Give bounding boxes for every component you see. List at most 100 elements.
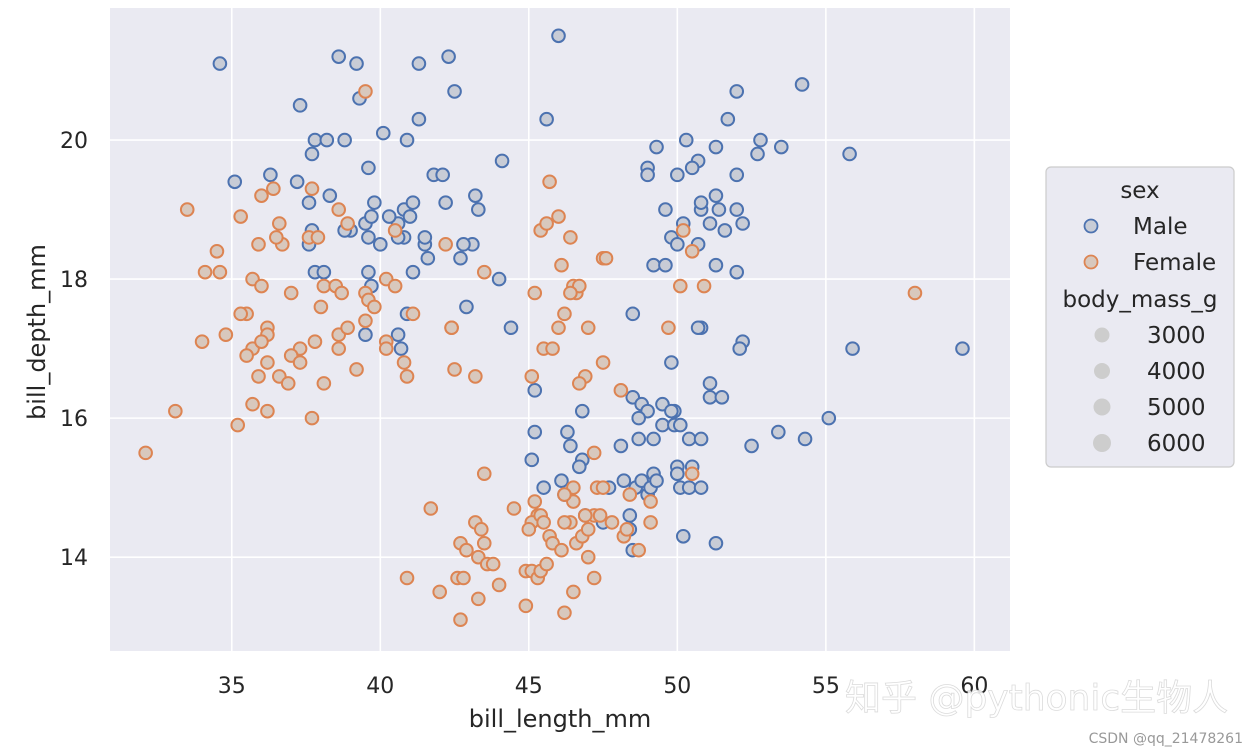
point-male <box>690 320 706 336</box>
point-female <box>254 278 269 294</box>
point-female <box>557 605 572 621</box>
legend-marker-female <box>1083 254 1099 270</box>
point-female <box>580 549 596 565</box>
point-male <box>693 195 709 210</box>
point-female <box>304 181 320 197</box>
point-female <box>358 84 373 99</box>
point-female <box>643 515 658 530</box>
point-female <box>527 285 543 301</box>
point-male <box>316 264 332 280</box>
point-male <box>361 230 376 245</box>
legend: sex Male Female body_mass_g 3000 4000 50… <box>1045 166 1235 468</box>
point-female <box>696 278 712 294</box>
point-male <box>361 264 376 280</box>
legend-box <box>1045 166 1235 468</box>
point-male <box>399 132 415 148</box>
point-female <box>491 577 507 593</box>
point-female <box>539 556 554 572</box>
point-male <box>714 389 730 405</box>
point-female <box>251 369 266 384</box>
point-male <box>292 98 308 113</box>
point-male <box>616 473 632 488</box>
point-male <box>684 160 700 176</box>
point-male <box>527 424 543 440</box>
point-male <box>319 132 335 148</box>
point-female <box>331 341 347 356</box>
point-female <box>194 334 210 349</box>
point-female <box>260 355 275 370</box>
legend-label-female: Female <box>1133 250 1216 276</box>
point-female <box>572 376 587 391</box>
legend-size-label-3000: 3000 <box>1147 323 1206 349</box>
point-male <box>625 306 641 322</box>
point-female <box>396 355 412 370</box>
point-female <box>524 369 540 384</box>
point-female <box>557 515 572 530</box>
point-female <box>218 327 234 343</box>
point-male <box>646 431 661 447</box>
point-female <box>316 376 332 391</box>
point-female <box>307 334 323 349</box>
point-male <box>322 188 338 203</box>
legend-size-title: body_mass_g <box>1063 287 1218 313</box>
point-male <box>750 146 765 162</box>
point-female <box>563 285 578 301</box>
point-male <box>554 473 569 488</box>
point-male <box>503 320 519 336</box>
point-male <box>631 431 647 447</box>
point-female <box>179 202 195 217</box>
point-male <box>729 167 745 183</box>
point-male <box>955 341 970 356</box>
point-female <box>197 264 213 280</box>
point-female <box>557 487 572 502</box>
point-male <box>405 264 421 280</box>
point-female <box>272 216 287 231</box>
point-male <box>753 132 768 148</box>
point-male <box>735 216 750 231</box>
point-male <box>720 111 736 127</box>
point-female <box>563 230 578 245</box>
point-male <box>438 195 453 210</box>
point-male <box>729 84 745 99</box>
point-female <box>907 285 923 301</box>
point-male <box>411 56 427 71</box>
point-male <box>675 529 691 544</box>
point-male <box>459 299 474 315</box>
point-male <box>372 237 388 252</box>
point-male <box>453 250 468 266</box>
point-female <box>251 237 266 252</box>
point-male <box>560 424 575 440</box>
point-female <box>476 466 492 482</box>
point-male <box>708 139 724 155</box>
y-tick-label: 20 <box>60 129 88 154</box>
point-male <box>622 508 638 523</box>
x-tick-label: 60 <box>960 674 988 699</box>
point-male <box>212 56 228 71</box>
point-female <box>595 355 611 370</box>
point-male <box>563 438 578 454</box>
point-female <box>468 369 483 384</box>
point-male <box>655 417 670 433</box>
point-male <box>227 174 243 190</box>
point-female <box>506 501 522 516</box>
point-male <box>794 77 810 92</box>
point-male <box>640 167 655 183</box>
point-male <box>670 167 685 183</box>
point-male <box>845 341 860 356</box>
point-female <box>456 570 471 586</box>
watermark-zhihu: 知乎 @pythonic生物人 <box>845 678 1228 719</box>
point-female <box>580 320 596 336</box>
point-male <box>263 167 278 183</box>
point-female <box>239 348 254 363</box>
point-male <box>307 132 323 148</box>
point-female <box>230 417 246 433</box>
point-female <box>557 306 572 322</box>
point-female <box>280 376 296 391</box>
point-male <box>732 341 748 356</box>
point-female <box>622 487 638 502</box>
point-female <box>631 542 647 558</box>
x-tick-labels: 35 40 45 50 55 60 <box>218 674 989 699</box>
point-female <box>378 341 394 356</box>
point-female <box>138 445 153 461</box>
